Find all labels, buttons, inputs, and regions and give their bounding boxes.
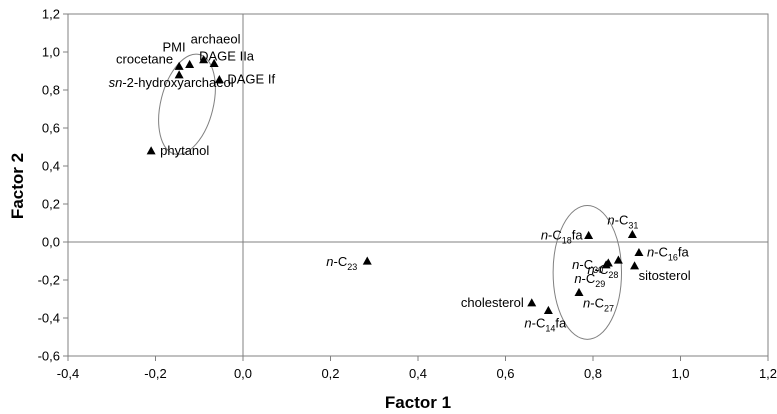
- data-point-label: PMI: [163, 39, 186, 54]
- data-point-marker: [574, 287, 584, 296]
- x-tick-label: 0,8: [584, 366, 602, 381]
- data-point-label: DAGE IIa: [199, 48, 255, 63]
- data-point-label: n-C29: [574, 271, 605, 289]
- data-point-label: archaeol: [191, 32, 241, 47]
- x-tick-label: -0,4: [57, 366, 79, 381]
- data-point-marker: [627, 229, 637, 238]
- data-point-marker: [214, 75, 224, 84]
- y-tick-label: 0,8: [42, 83, 60, 98]
- data-point-marker: [185, 59, 195, 68]
- data-point-label: n-C30: [572, 257, 603, 275]
- y-tick-label: -0,4: [38, 311, 60, 326]
- data-point-label: phytanol: [160, 143, 209, 158]
- x-tick-label: 1,0: [671, 366, 689, 381]
- data-point-label: cholesterol: [461, 295, 524, 310]
- cluster-ellipse: [158, 53, 216, 155]
- y-tick-label: -0,6: [38, 349, 60, 364]
- data-point-label: n-C14fa: [524, 315, 567, 333]
- data-point-label: n-C28: [587, 262, 618, 280]
- data-point-marker: [634, 247, 644, 257]
- data-point-marker: [527, 298, 537, 307]
- data-points: [146, 55, 644, 314]
- data-point-marker: [209, 58, 219, 67]
- data-point-marker: [174, 61, 184, 70]
- data-point-marker: [613, 255, 623, 264]
- data-point-label: crocetane: [116, 51, 173, 66]
- y-tick-label: 0,2: [42, 197, 60, 212]
- x-tick-label: 0,6: [496, 366, 514, 381]
- cluster-ellipses: [158, 53, 623, 340]
- y-tick-label: 0,0: [42, 235, 60, 250]
- data-point-label: DAGE If: [227, 72, 275, 87]
- x-tick-label: 1,2: [759, 366, 777, 381]
- x-tick-label: 0,4: [409, 366, 427, 381]
- data-point-marker: [174, 70, 184, 79]
- y-tick-label: 0,6: [42, 121, 60, 136]
- cluster-ellipse: [552, 204, 623, 340]
- axes: -0,4 -0,2 0,0 0,2 0,4 0,6 0,8 1,0 1,2 -0,6 -0,4 -0,…: [38, 7, 777, 382]
- y-tick-label: -0,2: [38, 273, 60, 288]
- data-point-label: sn-2-hydroxyarchaeol: [109, 75, 234, 90]
- x-axis-title: Factor 1: [385, 393, 451, 412]
- data-point-marker: [362, 256, 372, 265]
- data-point-label: sitosterol: [639, 268, 691, 283]
- data-point-marker: [199, 55, 209, 64]
- y-tick-label: 1,0: [42, 45, 60, 60]
- data-point-marker: [630, 261, 640, 270]
- data-point-label: n-C16fa: [647, 244, 690, 262]
- y-tick-label: 1,2: [42, 7, 60, 22]
- data-point-label: n-C31: [607, 212, 638, 230]
- data-point-label: n-C18fa: [541, 227, 584, 245]
- y-axis-title: Factor 2: [8, 153, 27, 219]
- data-point-marker: [543, 305, 553, 314]
- y-tick-label: 0,4: [42, 159, 60, 174]
- data-point-label: n-C27: [583, 295, 614, 313]
- data-point-marker: [584, 230, 594, 239]
- x-tick-label: 0,2: [321, 366, 339, 381]
- data-point-marker: [146, 146, 156, 155]
- data-point-label: n-C23: [326, 254, 357, 272]
- x-tick-label: 0,0: [234, 366, 252, 381]
- x-tick-label: -0,2: [144, 366, 166, 381]
- data-point-marker: [603, 258, 613, 267]
